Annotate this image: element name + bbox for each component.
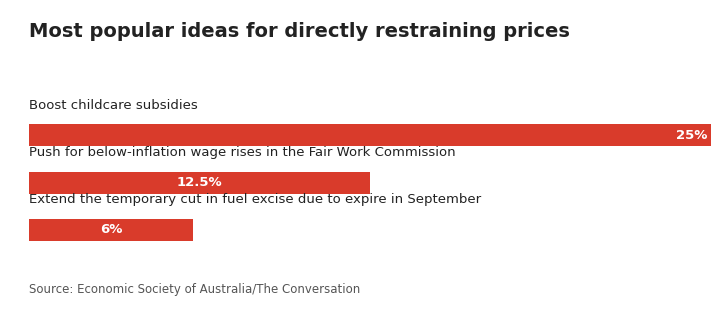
Text: 6%: 6% <box>99 223 122 237</box>
Text: Most popular ideas for directly restraining prices: Most popular ideas for directly restrain… <box>29 22 570 41</box>
FancyBboxPatch shape <box>29 172 370 194</box>
Text: 12.5%: 12.5% <box>177 176 222 189</box>
Text: Push for below-inflation wage rises in the Fair Work Commission: Push for below-inflation wage rises in t… <box>29 146 456 159</box>
FancyBboxPatch shape <box>29 219 193 241</box>
Text: Extend the temporary cut in fuel excise due to expire in September: Extend the temporary cut in fuel excise … <box>29 193 481 206</box>
Text: Boost childcare subsidies: Boost childcare subsidies <box>29 99 197 112</box>
FancyBboxPatch shape <box>29 124 711 146</box>
Text: Source: Economic Society of Australia/The Conversation: Source: Economic Society of Australia/Th… <box>29 283 360 296</box>
Text: 25%: 25% <box>677 129 708 142</box>
